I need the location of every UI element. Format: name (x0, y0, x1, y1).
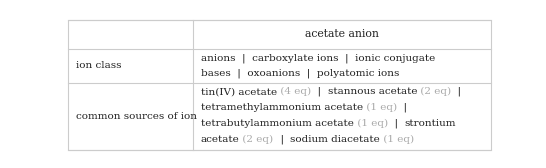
Text: bases  |  oxoanions  |  polyatomic ions: bases | oxoanions | polyatomic ions (201, 69, 399, 78)
Text: |: | (388, 119, 405, 128)
Text: (2 eq): (2 eq) (417, 87, 451, 96)
Text: |: | (397, 103, 407, 112)
Text: common sources of ion: common sources of ion (76, 112, 197, 121)
Text: |: | (311, 87, 328, 96)
Text: |: | (451, 87, 461, 96)
Text: acetate: acetate (201, 135, 240, 144)
Text: tetramethylammonium acetate: tetramethylammonium acetate (201, 103, 363, 112)
Text: ion class: ion class (76, 61, 121, 70)
Text: strontium: strontium (405, 119, 456, 128)
Text: sodium diacetate: sodium diacetate (290, 135, 380, 144)
Text: (1 eq): (1 eq) (354, 119, 388, 128)
Text: tetrabutylammonium acetate: tetrabutylammonium acetate (201, 119, 354, 128)
Text: (2 eq): (2 eq) (240, 135, 274, 144)
Text: tin(IV) acetate: tin(IV) acetate (201, 87, 277, 96)
Text: (1 eq): (1 eq) (363, 103, 397, 112)
Text: (1 eq): (1 eq) (380, 135, 414, 144)
Text: stannous acetate: stannous acetate (328, 87, 417, 96)
FancyBboxPatch shape (68, 20, 491, 150)
Text: (4 eq): (4 eq) (277, 87, 311, 96)
Text: |: | (274, 135, 290, 144)
Text: anions  |  carboxylate ions  |  ionic conjugate: anions | carboxylate ions | ionic conjug… (201, 53, 435, 63)
Text: acetate anion: acetate anion (305, 29, 379, 39)
